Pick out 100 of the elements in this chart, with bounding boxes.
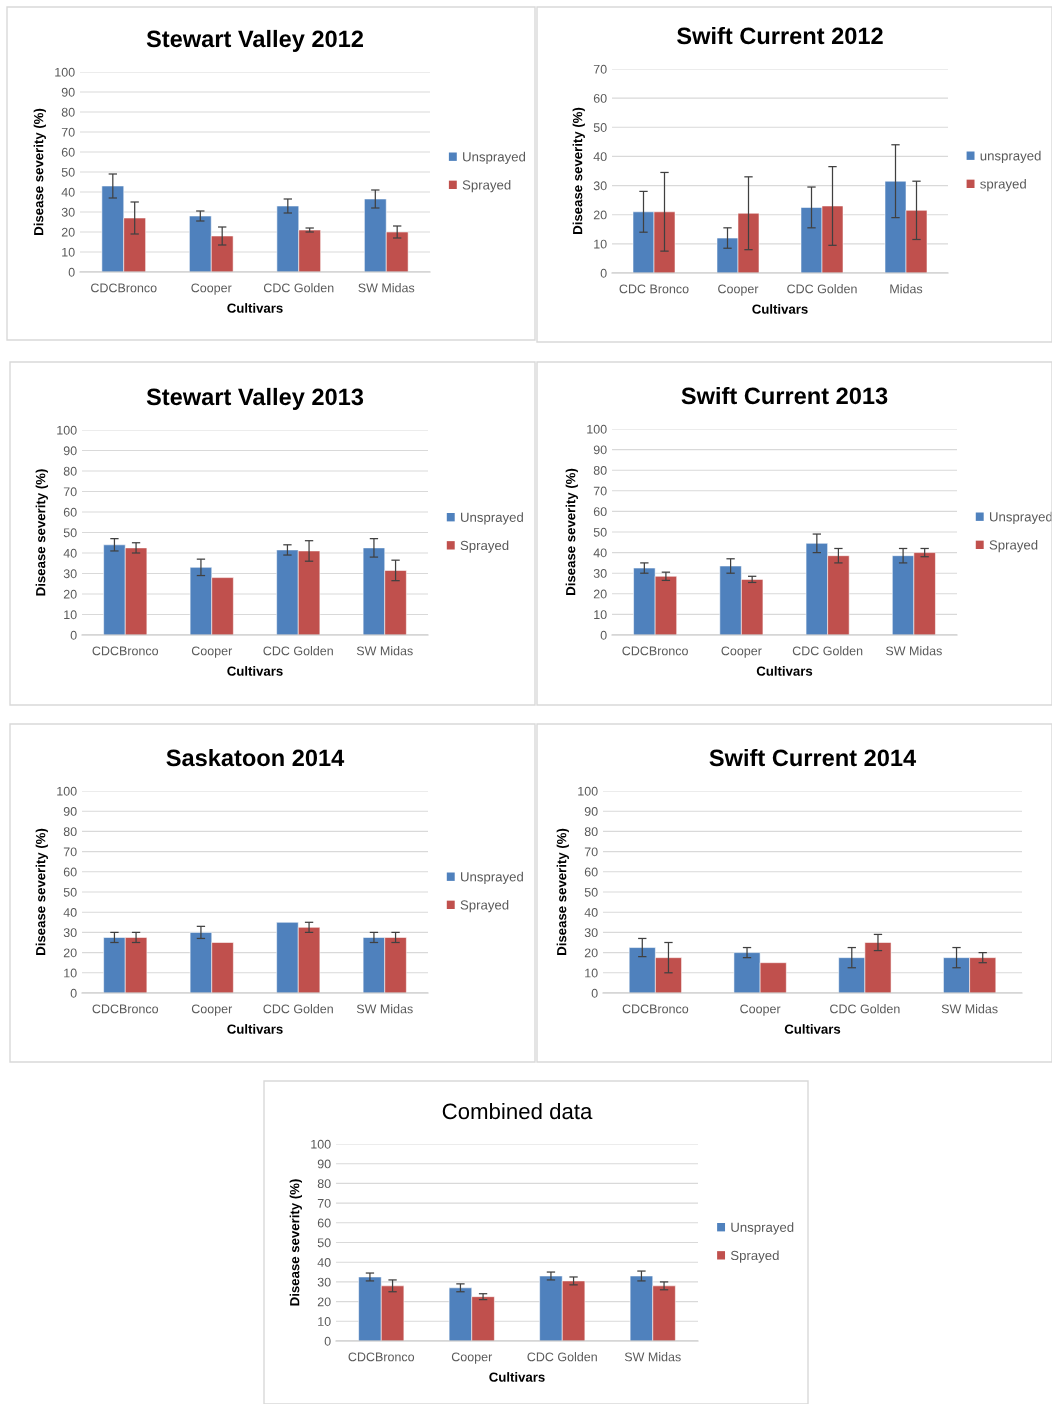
x-tick-label: SW Midas xyxy=(885,646,942,656)
y-tick-label: 80 xyxy=(61,107,75,117)
y-tick-label: 10 xyxy=(318,1317,331,1326)
x-tick-label: SW Midas xyxy=(624,1352,681,1362)
y-axis-title: Disease severity (%) xyxy=(35,828,48,955)
y-tick-label: 10 xyxy=(62,247,75,257)
legend-label: Unsprayed xyxy=(461,512,523,525)
y-tick-label: 50 xyxy=(61,167,75,177)
x-tick-label: Cooper xyxy=(451,1352,493,1364)
x-tick-label: CDC Golden xyxy=(263,646,333,656)
chart-title: Stewart Valley 2012 xyxy=(146,29,364,52)
y-tick-label: 20 xyxy=(584,948,598,958)
y-axis-title: Disease severity (%) xyxy=(565,468,578,595)
legend-label: Sprayed xyxy=(462,179,511,193)
y-tick-label: 20 xyxy=(317,1297,331,1307)
y-tick-label: 90 xyxy=(584,807,598,816)
x-axis-title: Cultivars xyxy=(756,666,813,676)
y-tick-label: 30 xyxy=(584,928,598,938)
y-tick-label: 20 xyxy=(63,589,77,599)
x-tick-label: Cooper xyxy=(740,1004,781,1016)
legend-label: sprayed xyxy=(980,178,1026,192)
x-tick-label: CDCBronco xyxy=(92,1004,159,1014)
x-tick-label: CDC Golden xyxy=(787,284,857,294)
chart-title: Swift Current 2013 xyxy=(681,386,888,405)
chart-title: Swift Current 2014 xyxy=(709,748,917,767)
legend-label: Sprayed xyxy=(989,539,1038,553)
legend-label: Unsprayed xyxy=(463,151,526,165)
y-tick-label: 80 xyxy=(63,827,77,837)
legend-label: Sprayed xyxy=(460,899,509,913)
y-tick-label: 50 xyxy=(593,123,607,132)
y-tick-label: 10 xyxy=(594,610,607,620)
legend-label: Sprayed xyxy=(460,540,509,553)
y-tick-label: 70 xyxy=(584,847,598,857)
y-tick-label: 100 xyxy=(311,1139,331,1149)
y-tick-label: 0 xyxy=(591,988,598,998)
y-tick-label: 70 xyxy=(63,487,77,497)
y-tick-label: 0 xyxy=(70,988,77,998)
y-tick-label: 10 xyxy=(585,968,598,978)
y-tick-label: 50 xyxy=(593,527,607,537)
y-tick-label: 0 xyxy=(600,630,607,640)
y-tick-label: 90 xyxy=(63,807,77,816)
y-tick-label: 100 xyxy=(578,786,598,796)
y-tick-label: 20 xyxy=(61,227,75,237)
x-tick-label: SW Midas xyxy=(356,646,413,656)
y-tick-label: 30 xyxy=(63,928,77,938)
y-tick-label: 50 xyxy=(584,887,598,897)
y-axis-title: Disease severity (%) xyxy=(572,107,585,234)
x-tick-label: Cooper xyxy=(721,646,762,658)
y-tick-label: 70 xyxy=(61,127,75,137)
legend-label: Unsprayed xyxy=(731,1222,794,1235)
y-tick-label: 20 xyxy=(593,589,607,599)
y-tick-label: 20 xyxy=(63,948,77,958)
y-tick-label: 30 xyxy=(317,1277,331,1287)
y-tick-label: 100 xyxy=(587,424,607,434)
x-tick-label: Cooper xyxy=(718,284,759,296)
y-tick-label: 40 xyxy=(63,548,77,558)
y-tick-label: 90 xyxy=(317,1159,331,1169)
y-tick-label: 50 xyxy=(63,528,77,538)
y-tick-label: 60 xyxy=(63,867,77,877)
x-axis-title: Cultivars xyxy=(227,303,283,313)
y-tick-label: 40 xyxy=(593,152,607,162)
x-tick-label: Cooper xyxy=(191,1004,233,1016)
y-tick-label: 50 xyxy=(63,887,77,897)
y-tick-label: 70 xyxy=(593,486,607,496)
y-tick-label: 30 xyxy=(593,569,607,578)
chart-title: Combined data xyxy=(442,1102,593,1120)
x-tick-label: Cooper xyxy=(191,283,232,295)
y-tick-label: 0 xyxy=(600,268,607,278)
legend-label: unsprayed xyxy=(980,150,1041,164)
y-tick-label: 80 xyxy=(317,1179,331,1189)
y-tick-label: 70 xyxy=(63,847,77,857)
y-tick-label: 40 xyxy=(61,187,75,197)
chart-title: Saskatoon 2014 xyxy=(166,748,345,767)
x-tick-label: CDC Golden xyxy=(263,1004,333,1014)
x-tick-label: SW Midas xyxy=(356,1004,413,1014)
x-axis-title: Cultivars xyxy=(227,666,283,676)
chart-title: Swift Current 2012 xyxy=(677,26,883,45)
x-tick-label: Midas xyxy=(890,284,923,294)
y-tick-label: 100 xyxy=(55,67,75,77)
x-tick-label: CDCBronco xyxy=(622,646,688,656)
y-axis-title: Disease severity (%) xyxy=(556,828,569,955)
legend-label: Unsprayed xyxy=(461,871,523,885)
y-tick-label: 30 xyxy=(63,569,77,579)
chart-title: Stewart Valley 2013 xyxy=(146,387,364,410)
y-tick-label: 10 xyxy=(64,610,77,620)
y-tick-label: 100 xyxy=(57,425,77,435)
x-tick-label: CDC Golden xyxy=(527,1352,597,1362)
y-tick-label: 10 xyxy=(594,239,607,249)
y-tick-label: 70 xyxy=(317,1198,331,1208)
y-axis-title: Disease severity (%) xyxy=(35,469,48,596)
y-tick-label: 0 xyxy=(70,630,77,640)
x-tick-label: SW Midas xyxy=(358,283,415,293)
y-tick-label: 90 xyxy=(63,446,77,456)
y-tick-label: 100 xyxy=(57,786,77,796)
y-tick-label: 80 xyxy=(593,466,607,475)
y-tick-label: 60 xyxy=(584,867,598,877)
y-tick-label: 50 xyxy=(317,1238,331,1248)
y-axis-title: Disease severity (%) xyxy=(33,108,46,235)
y-tick-label: 60 xyxy=(593,93,607,103)
y-tick-label: 30 xyxy=(61,207,75,217)
